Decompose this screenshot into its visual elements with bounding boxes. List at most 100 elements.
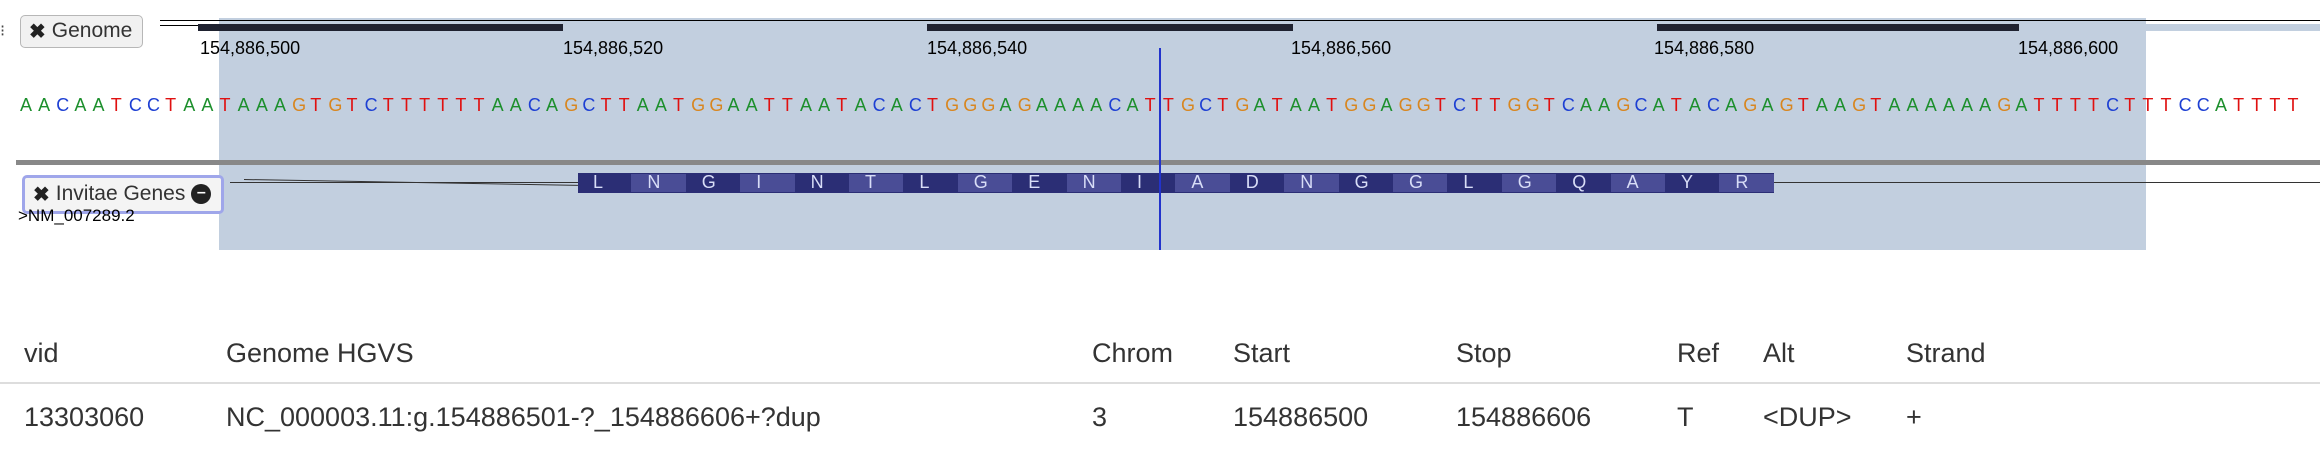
base-letter: T (1489, 95, 1501, 115)
base-letter: T (1326, 95, 1338, 115)
base-letter: A (546, 95, 559, 115)
base-letter: G (963, 95, 978, 115)
table-row[interactable]: 13303060 NC_000003.11:g.154886501-?_1548… (0, 384, 2320, 446)
base-letter: C (1108, 95, 1122, 115)
base-letter: T (1797, 95, 1809, 115)
genes-track-label: Invitae Genes (55, 182, 186, 205)
base-letter: C (908, 95, 922, 115)
base-letter: C (1453, 95, 1467, 115)
codon-shade (1501, 174, 1557, 192)
base-letter: C (56, 95, 70, 115)
base-letter: C (872, 95, 886, 115)
cell-start: 154886500 (1233, 402, 1369, 432)
base-letter: T (165, 95, 177, 115)
header-chrom[interactable]: Chrom (1092, 338, 1174, 368)
base-letter: A (1888, 95, 1901, 115)
header-vid[interactable]: vid (24, 338, 59, 368)
base-letter: A (509, 95, 522, 115)
base-letter: A (2015, 95, 2028, 115)
genome-track-tab[interactable]: ✖ Genome (20, 15, 144, 48)
close-icon[interactable]: ✖ (29, 20, 46, 43)
base-letter: G (564, 95, 579, 115)
base-letter: G (1852, 95, 1867, 115)
codon-shade (1393, 174, 1448, 192)
base-letter: T (1271, 95, 1283, 115)
base-letter: T (382, 95, 394, 115)
codon-shade (1284, 174, 1339, 192)
base-letter: T (473, 95, 485, 115)
base-letter: A (1906, 95, 1919, 115)
ruler-segment (1293, 24, 1657, 31)
base-letter: A (1979, 95, 1992, 115)
base-letter: A (999, 95, 1012, 115)
position-cursor (1159, 48, 1161, 250)
amino-acid: L (1463, 172, 1474, 192)
amino-acid: L (919, 172, 930, 192)
base-letter: A (1253, 95, 1266, 115)
header-start[interactable]: Start (1233, 338, 1291, 368)
transcript-label: >NM_007289.2 (18, 206, 135, 225)
cell-chrom: 3 (1092, 402, 1108, 432)
header-stop[interactable]: Stop (1456, 338, 1512, 368)
ruler-segment (563, 24, 927, 31)
base-letter: A (1580, 95, 1593, 115)
base-letter: G (1507, 95, 1522, 115)
base-letter: T (1471, 95, 1483, 115)
base-letter: A (1834, 95, 1847, 115)
base-letter: T (1870, 95, 1882, 115)
header-alt[interactable]: Alt (1763, 338, 1795, 368)
table-header: vid Genome HGVS Chrom Start Stop Ref Alt… (0, 320, 2320, 384)
header-genome-hgvs[interactable]: Genome HGVS (226, 338, 414, 368)
base-letter: C (2178, 95, 2192, 115)
codon-shade (957, 174, 1013, 192)
base-letter: A (854, 95, 867, 115)
base-letter: A (237, 95, 250, 115)
header-ref[interactable]: Ref (1677, 338, 1720, 368)
header-strand[interactable]: Strand (1906, 338, 1986, 368)
base-letter: G (1743, 95, 1758, 115)
genome-browser[interactable]: 154,886,500 154,886,520 154,886,540 154,… (0, 0, 2320, 250)
base-letter: C (1561, 95, 1575, 115)
base-letter: G (292, 95, 307, 115)
codon-shade (740, 174, 795, 192)
base-letter: T (346, 95, 358, 115)
base-letter: T (673, 95, 685, 115)
genome-track-label: Genome (51, 19, 133, 42)
base-letter: A (636, 95, 649, 115)
amino-acid: G (1409, 172, 1424, 192)
base-letter: C (146, 95, 160, 115)
ruler-segment (2019, 24, 2320, 31)
base-letter: A (20, 95, 33, 115)
base-letter: T (2033, 95, 2045, 115)
selected-region[interactable] (219, 18, 2146, 250)
base-letter: A (800, 95, 813, 115)
base-letter: G (1344, 95, 1359, 115)
base-letter: T (1543, 95, 1555, 115)
close-icon[interactable]: ✖ (33, 183, 50, 206)
amino-acid: T (865, 172, 876, 192)
base-letter: A (92, 95, 105, 115)
base-letter: T (2269, 95, 2281, 115)
codon-shade (1719, 174, 1774, 192)
amino-acid: G (973, 172, 988, 192)
track-separator (16, 160, 2320, 165)
base-letter: T (618, 95, 630, 115)
base-letter: A (1598, 95, 1611, 115)
base-letter: G (691, 95, 706, 115)
base-letter: G (1997, 95, 2012, 115)
genes-track-tab[interactable]: ✖ Invitae Genes – (22, 175, 225, 214)
base-letter: A (1090, 95, 1103, 115)
base-letter: A (1289, 95, 1302, 115)
base-letter: C (2106, 95, 2120, 115)
base-letter: G (1180, 95, 1195, 115)
base-letter: A (273, 95, 286, 115)
base-letter: T (1144, 95, 1156, 115)
base-letter: T (763, 95, 775, 115)
tick-label: 154,886,540 (927, 38, 1028, 58)
base-letter: G (945, 95, 960, 115)
amino-acid: I (1137, 172, 1143, 192)
drag-handle-icon[interactable]: ⁝ (0, 23, 6, 40)
minus-circle-icon[interactable]: – (191, 184, 212, 204)
tick-label: 154,886,520 (563, 38, 664, 58)
amino-acid: G (701, 172, 716, 192)
